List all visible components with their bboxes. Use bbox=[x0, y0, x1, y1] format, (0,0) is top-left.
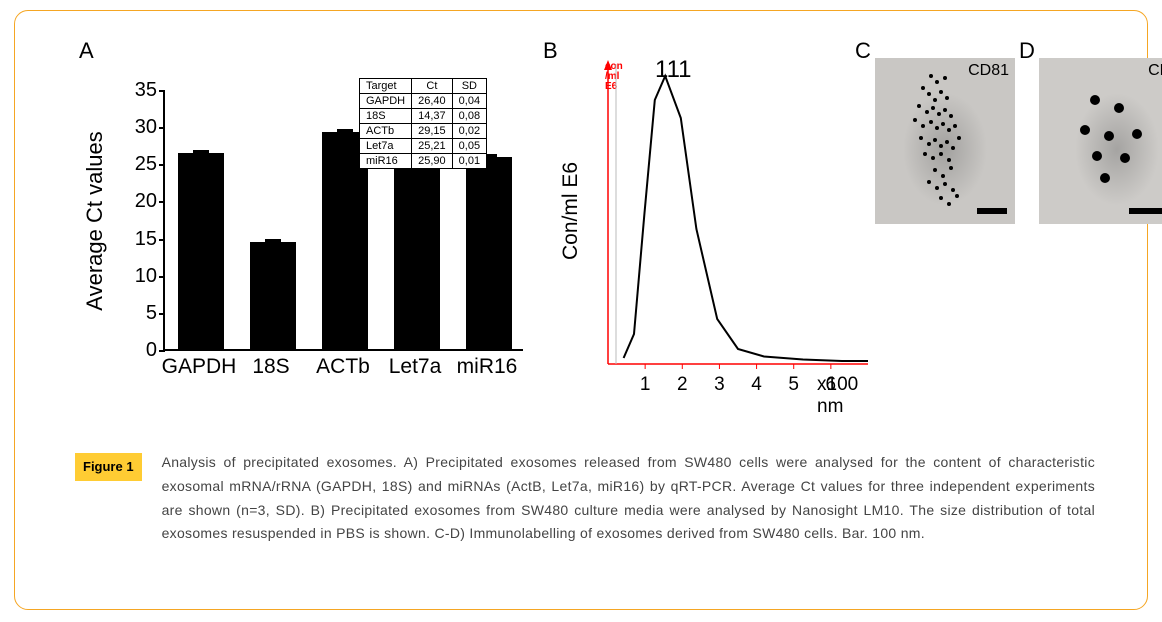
barchart-ytick: 25 bbox=[125, 153, 157, 176]
panel-c-micrograph: CD81 bbox=[875, 58, 1015, 224]
figure-caption: Figure 1 Analysis of precipitated exosom… bbox=[75, 451, 1095, 546]
curve-xtick: 2 bbox=[677, 374, 688, 396]
gold-particle bbox=[935, 126, 939, 130]
gold-particle bbox=[913, 118, 917, 122]
bar bbox=[466, 157, 513, 349]
gold-particle bbox=[939, 152, 943, 156]
gold-particle bbox=[1132, 129, 1142, 139]
curve-xtick: 3 bbox=[714, 374, 725, 396]
gold-particle bbox=[923, 152, 927, 156]
gold-particle bbox=[1090, 95, 1100, 105]
curve-ylabel: Con/ml E6 bbox=[559, 162, 583, 260]
gold-particle bbox=[941, 174, 945, 178]
gold-particle bbox=[947, 202, 951, 206]
barchart-xtick: miR16 bbox=[457, 355, 518, 379]
gold-particle bbox=[917, 104, 921, 108]
gold-particle bbox=[945, 140, 949, 144]
gold-particle bbox=[935, 186, 939, 190]
gold-particle bbox=[933, 168, 937, 172]
gold-particle bbox=[925, 110, 929, 114]
curve-xtick: 5 bbox=[788, 374, 799, 396]
gold-particle bbox=[929, 74, 933, 78]
barchart-ytick: 35 bbox=[125, 79, 157, 102]
panel-b-curve: Con/ml E6 con/mlE6 111 123456 x100 nm bbox=[585, 56, 865, 416]
barchart-ytick: 15 bbox=[125, 228, 157, 251]
gold-particle bbox=[947, 158, 951, 162]
panel-label-b: B bbox=[543, 38, 558, 64]
gold-particle bbox=[951, 188, 955, 192]
barchart-xtick: ACTb bbox=[316, 355, 370, 379]
gold-particle bbox=[1092, 151, 1102, 161]
barchart-xtick: GAPDH bbox=[162, 355, 237, 379]
scale-bar bbox=[1129, 208, 1162, 214]
gold-particle bbox=[933, 98, 937, 102]
bar bbox=[394, 162, 441, 349]
gold-particle bbox=[933, 138, 937, 142]
panel-label-d: D bbox=[1019, 38, 1035, 64]
barchart-ylabel: Average Ct values bbox=[82, 131, 108, 310]
gold-particle bbox=[941, 122, 945, 126]
curve-xtick: 4 bbox=[751, 374, 762, 396]
gold-particle bbox=[935, 80, 939, 84]
curve-xunit: x100 nm bbox=[817, 374, 865, 418]
curve-svg bbox=[600, 56, 870, 371]
gold-particle bbox=[939, 90, 943, 94]
panel-d-micrograph: CD81 bbox=[1039, 58, 1162, 224]
figure-tag: Figure 1 bbox=[75, 453, 142, 481]
curve-xtick: 1 bbox=[640, 374, 651, 396]
gold-particle bbox=[949, 114, 953, 118]
barchart-ytick: 20 bbox=[125, 190, 157, 213]
barchart-ytick: 10 bbox=[125, 265, 157, 288]
gold-particle bbox=[945, 96, 949, 100]
bar bbox=[250, 242, 297, 349]
gold-particle bbox=[939, 144, 943, 148]
gold-particle bbox=[921, 124, 925, 128]
gold-particle bbox=[1104, 131, 1114, 141]
barchart-ytick: 30 bbox=[125, 116, 157, 139]
gold-particle bbox=[955, 194, 959, 198]
barchart-xtick: Let7a bbox=[389, 355, 442, 379]
gold-particle bbox=[953, 124, 957, 128]
panel-d-label: CD81 bbox=[1148, 62, 1162, 80]
gold-particle bbox=[919, 136, 923, 140]
barchart-xtick: 18S bbox=[252, 355, 289, 379]
scale-bar bbox=[977, 208, 1007, 214]
gold-particle bbox=[951, 146, 955, 150]
gold-particle bbox=[943, 182, 947, 186]
panel-c-label: CD81 bbox=[968, 62, 1009, 80]
gold-particle bbox=[921, 86, 925, 90]
micrograph-texture bbox=[1039, 58, 1162, 224]
gold-particle bbox=[937, 112, 941, 116]
gold-particle bbox=[939, 196, 943, 200]
gold-particle bbox=[927, 142, 931, 146]
gold-particle bbox=[927, 92, 931, 96]
gold-particle bbox=[943, 108, 947, 112]
gold-particle bbox=[931, 106, 935, 110]
gold-particle bbox=[1100, 173, 1110, 183]
bar bbox=[178, 153, 225, 349]
panel-label-a: A bbox=[79, 38, 94, 64]
gold-particle bbox=[949, 166, 953, 170]
figure-frame: A B C D Average Ct values 05101520253035… bbox=[14, 10, 1148, 610]
gold-particle bbox=[1080, 125, 1090, 135]
panels-region: A B C D Average Ct values 05101520253035… bbox=[55, 36, 1115, 436]
panel-a-inset-table: TargetCtSD GAPDH26,400,0418S14,370,08ACT… bbox=[359, 78, 487, 169]
figure-caption-text: Analysis of precipitated exosomes. A) Pr… bbox=[162, 451, 1095, 546]
gold-particle bbox=[1120, 153, 1130, 163]
gold-particle bbox=[931, 156, 935, 160]
barchart-ytick: 5 bbox=[125, 302, 157, 325]
barchart-ytick: 0 bbox=[125, 339, 157, 362]
gold-particle bbox=[957, 136, 961, 140]
gold-particle bbox=[929, 120, 933, 124]
gold-particle bbox=[943, 76, 947, 80]
gold-particle bbox=[947, 128, 951, 132]
gold-particle bbox=[1114, 103, 1124, 113]
gold-particle bbox=[927, 180, 931, 184]
